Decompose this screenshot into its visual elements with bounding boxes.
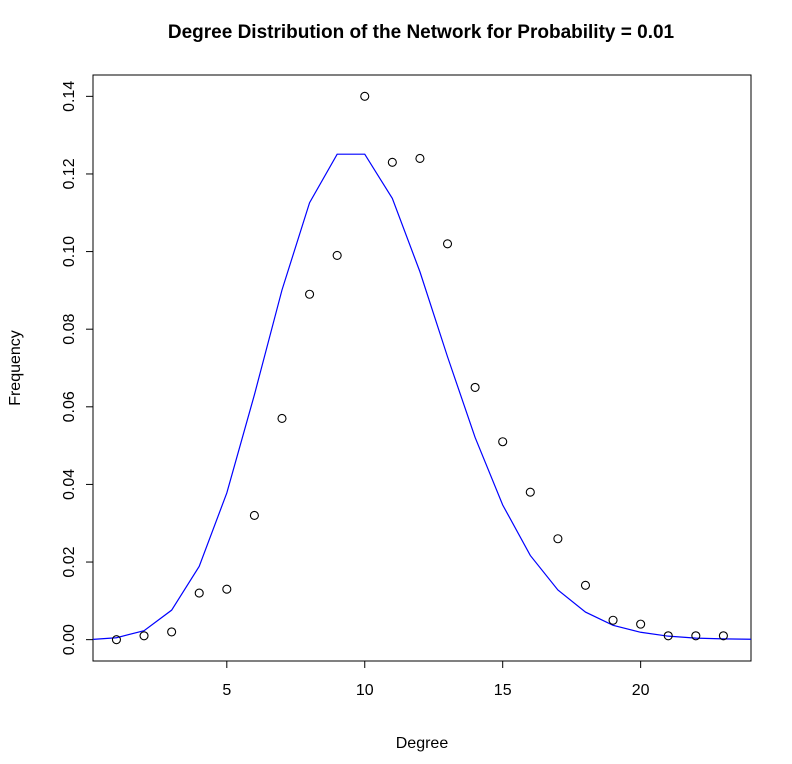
y-tick-label: 0.06 — [61, 391, 78, 422]
data-point — [111, 635, 121, 645]
y-axis: 0.00 0.02 0.04 0.06 0.08 0.10 0.12 0.14 — [61, 81, 93, 655]
data-point — [332, 250, 342, 261]
x-axis-label: Degree — [396, 735, 449, 752]
data-point — [139, 631, 149, 641]
plot-frame — [92, 74, 752, 662]
expected-distribution-line — [93, 153, 751, 640]
x-tick-label: 15 — [494, 682, 512, 699]
data-point — [718, 631, 728, 641]
data-point — [222, 584, 232, 594]
data-point — [470, 382, 480, 392]
data-point — [691, 631, 701, 641]
data-point — [415, 153, 425, 163]
y-tick-label: 0.14 — [61, 81, 78, 112]
x-axis: 5 10 15 20 — [222, 661, 650, 699]
x-tick-label: 5 — [222, 682, 231, 699]
data-point — [580, 580, 591, 590]
y-tick-label: 0.08 — [61, 314, 78, 345]
y-tick-label: 0.04 — [61, 469, 78, 500]
data-point — [553, 534, 563, 544]
y-tick-label: 0.10 — [61, 236, 78, 267]
data-point — [249, 510, 259, 521]
data-point — [663, 631, 673, 641]
data-point — [387, 157, 397, 167]
y-axis-label: Frequency — [7, 330, 24, 406]
data-point — [360, 91, 370, 101]
y-tick-label: 0.00 — [61, 624, 78, 655]
y-tick-label: 0.12 — [61, 158, 78, 189]
data-point — [305, 289, 315, 299]
data-point — [608, 615, 618, 625]
data-point — [525, 487, 535, 497]
expected-distribution-line-layer — [93, 153, 751, 640]
x-tick-label: 20 — [632, 682, 650, 699]
data-point — [498, 437, 508, 447]
data-point — [442, 239, 453, 249]
data-point — [277, 413, 287, 424]
observed-frequency-points-layer — [111, 91, 728, 645]
x-tick-label: 10 — [356, 682, 374, 699]
y-tick-label: 0.02 — [61, 546, 78, 577]
chart-title: Degree Distribution of the Network for P… — [168, 22, 675, 43]
data-point — [636, 619, 646, 629]
data-point — [167, 627, 177, 637]
data-point — [194, 588, 204, 598]
